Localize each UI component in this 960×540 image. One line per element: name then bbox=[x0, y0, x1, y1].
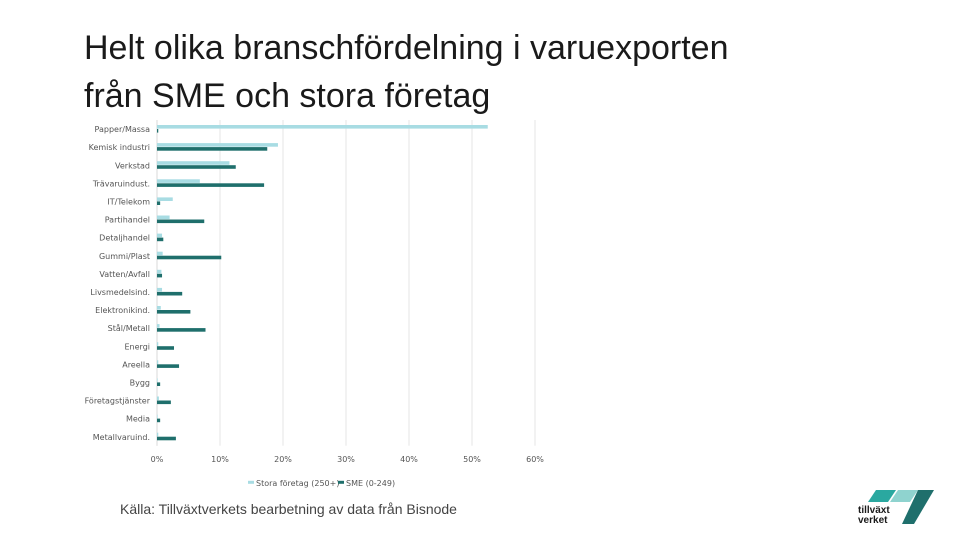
logo-shape-1 bbox=[868, 490, 896, 502]
bar-sme bbox=[157, 219, 205, 224]
bar-large bbox=[157, 342, 159, 346]
x-tick-label: 10% bbox=[211, 455, 229, 464]
bar-large bbox=[157, 287, 163, 292]
bar-sme bbox=[157, 183, 265, 187]
bar-sme bbox=[157, 346, 175, 350]
category-label: Bygg bbox=[130, 378, 150, 387]
legend-label: SME (0-249) bbox=[346, 479, 395, 488]
bar-sme bbox=[157, 129, 159, 133]
category-label: Företagstjänster bbox=[85, 397, 151, 406]
bar-large bbox=[157, 251, 163, 256]
bar-large bbox=[157, 233, 163, 238]
bar-large bbox=[157, 378, 158, 382]
bar-large bbox=[157, 396, 159, 401]
bar-sme bbox=[157, 273, 163, 278]
category-label: Livsmedelsind. bbox=[90, 288, 150, 297]
x-tick-label: 50% bbox=[463, 455, 481, 464]
category-label: Stål/Metall bbox=[108, 323, 150, 333]
legend-swatch bbox=[248, 480, 254, 484]
logo-shape-2 bbox=[890, 490, 918, 502]
category-label: Metallvaruind. bbox=[93, 433, 150, 442]
category-label: IT/Telekom bbox=[107, 197, 150, 206]
bar-large bbox=[157, 215, 170, 220]
category-label: Gummi/Plast bbox=[99, 252, 150, 261]
bar-sme bbox=[157, 364, 180, 368]
category-label: Trävaruindust. bbox=[92, 179, 150, 188]
title-line-2: från SME och stora företag bbox=[84, 77, 491, 115]
x-tick-label: 20% bbox=[274, 455, 292, 464]
x-tick-label: 30% bbox=[337, 455, 355, 464]
bar-large bbox=[157, 125, 488, 129]
bar-sme bbox=[157, 291, 183, 296]
category-label: Partihandel bbox=[105, 216, 150, 225]
logo-line-1: tillväxt bbox=[858, 505, 890, 516]
title-line-1: Helt olika branschfördelning i varuexpor… bbox=[84, 29, 729, 67]
bar-large bbox=[157, 324, 160, 328]
bar-sme bbox=[157, 328, 206, 332]
x-tick-label: 0% bbox=[151, 455, 164, 464]
bar-large bbox=[157, 269, 162, 274]
logo-shape-3 bbox=[902, 490, 934, 524]
category-label: Vatten/Avfall bbox=[99, 270, 150, 279]
bar-large bbox=[157, 360, 159, 364]
category-label: Verkstad bbox=[115, 161, 150, 170]
category-label: Elektronikind. bbox=[95, 306, 150, 315]
bar-chart: 0% 10% 20% 30% 40% 50% 60% Papper/Massa Kemisk i… bbox=[85, 120, 544, 488]
bar-large bbox=[157, 306, 161, 310]
bar-sme bbox=[157, 400, 171, 405]
bar-sme bbox=[157, 201, 161, 205]
category-label: Detaljhandel bbox=[99, 234, 150, 243]
bar-sme bbox=[157, 165, 236, 169]
bar-sme bbox=[157, 436, 176, 441]
logo-line-2: verket bbox=[858, 515, 888, 526]
bar-large bbox=[157, 414, 158, 419]
x-tick-label: 60% bbox=[526, 455, 544, 464]
bar-large bbox=[157, 143, 278, 147]
source-note: Källa: Tillväxtverkets bearbetning av da… bbox=[120, 501, 457, 517]
x-tick-label: 40% bbox=[400, 455, 418, 464]
bar-sme bbox=[157, 255, 222, 260]
bar-sme bbox=[157, 237, 164, 242]
bar-large bbox=[157, 197, 173, 201]
legend-swatch bbox=[338, 480, 344, 484]
category-label: Kemisk industri bbox=[89, 143, 150, 152]
slide-title: Helt olika branschfördelning i varuexpor… bbox=[84, 24, 904, 120]
legend-label: Stora företag (250+) bbox=[256, 479, 339, 488]
bar-large bbox=[157, 432, 159, 437]
bar-sme bbox=[157, 382, 161, 386]
bar-large bbox=[157, 161, 230, 165]
bar-sme bbox=[157, 418, 161, 423]
tillvaxtverket-logo-icon bbox=[868, 490, 934, 524]
bar-large bbox=[157, 179, 200, 183]
category-label: Areella bbox=[122, 360, 150, 369]
bar-sme bbox=[157, 147, 268, 151]
bar-sme bbox=[157, 310, 191, 314]
logo-text: tillväxt verket bbox=[858, 506, 890, 526]
category-label: Papper/Massa bbox=[95, 125, 151, 134]
category-label: Energi bbox=[125, 342, 151, 351]
category-label: Media bbox=[126, 415, 150, 424]
